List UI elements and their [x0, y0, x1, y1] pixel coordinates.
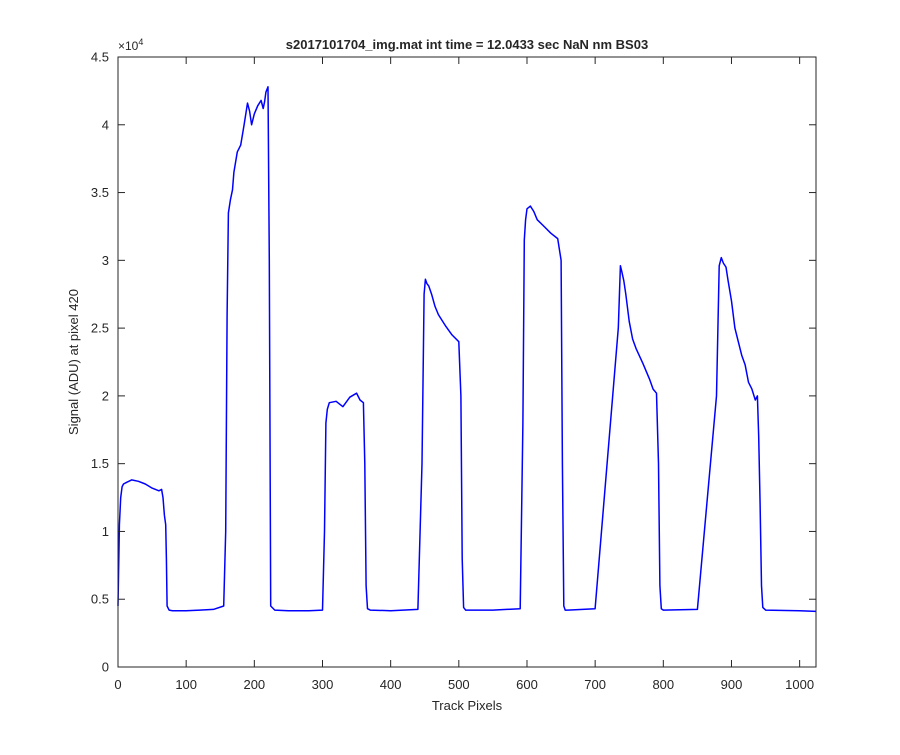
- x-tick-label: 1000: [785, 677, 814, 692]
- x-axis-label: Track Pixels: [432, 698, 503, 713]
- y-tick-label: 3.5: [91, 185, 109, 200]
- y-tick-label: 4: [102, 117, 109, 132]
- y-tick-label: 2.5: [91, 321, 109, 336]
- y-tick-label: 4.5: [91, 50, 109, 65]
- x-tick-label: 600: [516, 677, 538, 692]
- y-axis-label: Signal (ADU) at pixel 420: [66, 289, 81, 435]
- x-tick-label: 800: [652, 677, 674, 692]
- x-tick-label: 500: [448, 677, 470, 692]
- y-tick-label: 0.5: [91, 592, 109, 607]
- x-tick-label: 400: [380, 677, 402, 692]
- y-tick-label: 0: [102, 660, 109, 675]
- plot-area: [118, 57, 816, 667]
- x-axis-ticks: 0 100 200 300 400 500 600 700 800 900 1000: [114, 57, 814, 692]
- x-tick-label: 900: [721, 677, 743, 692]
- chart-title: s2017101704_img.mat int time = 12.0433 s…: [286, 37, 648, 52]
- y-axis-ticks: 0 0.5 1 1.5 2 2.5 3 3.5 4 4.5: [91, 50, 816, 675]
- y-tick-label: 2: [102, 388, 109, 403]
- y-tick-label: 1: [102, 524, 109, 539]
- y-tick-label: 3: [102, 253, 109, 268]
- x-tick-label: 100: [175, 677, 197, 692]
- x-tick-label: 200: [243, 677, 265, 692]
- x-tick-label: 300: [312, 677, 334, 692]
- axes-box: [117, 56, 817, 668]
- y-tick-label: 1.5: [91, 456, 109, 471]
- series-layer: [117, 86, 817, 613]
- y-axis-exponent: ×104: [118, 37, 143, 53]
- series-line-0: [117, 86, 817, 613]
- x-tick-label: 700: [584, 677, 606, 692]
- x-tick-label: 0: [114, 677, 121, 692]
